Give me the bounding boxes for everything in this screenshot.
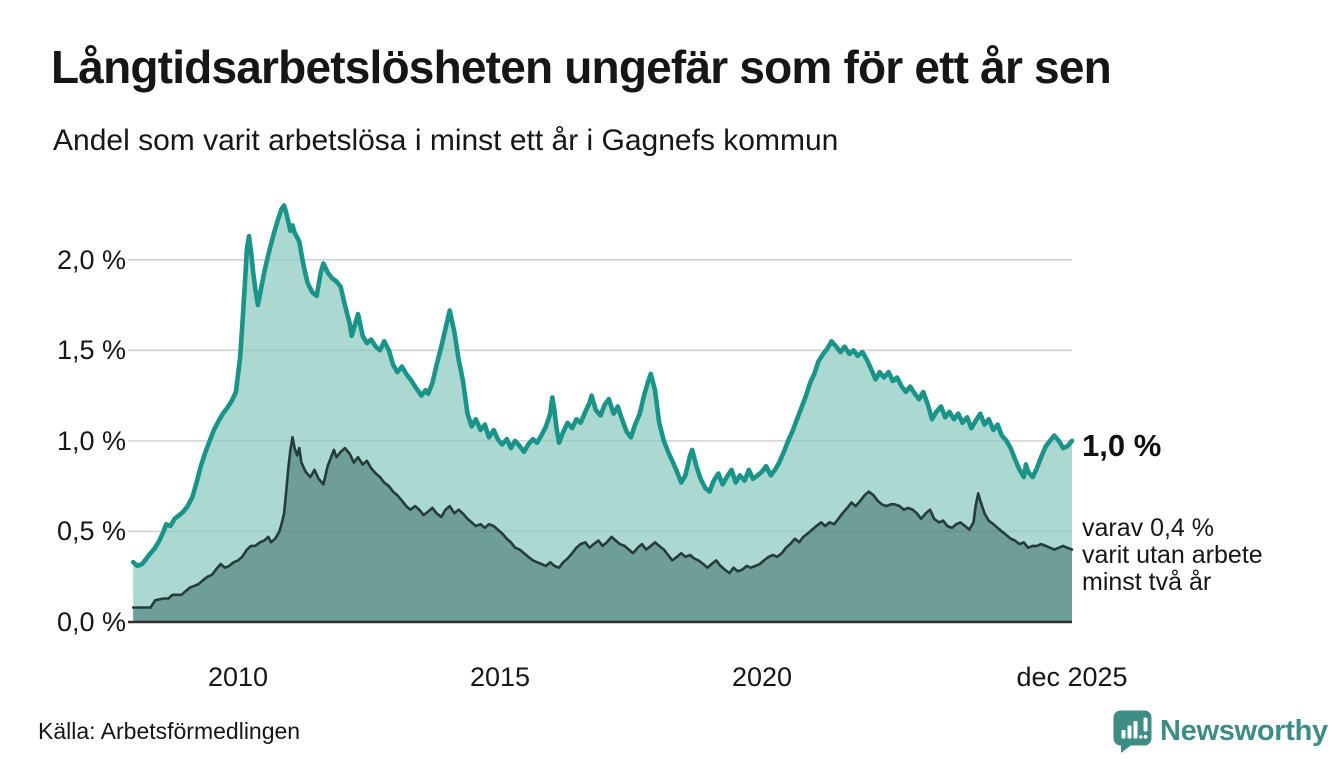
- series-area-min-tva-ar: [133, 437, 1072, 622]
- x-axis-label: 2020: [731, 662, 793, 692]
- newsworthy-wordmark: Newsworthy: [1160, 715, 1328, 747]
- source-note: Källa: Arbetsförmedlingen: [38, 718, 301, 744]
- y-axis-label: 1,0 %: [56, 425, 126, 456]
- newsworthy-logo: Newsworthy: [1112, 709, 1328, 754]
- series-line-min-ett-ar: [130, 203, 1075, 569]
- x-axis-label: 2010: [207, 662, 269, 692]
- x-axis-label: dec 2025: [1016, 662, 1128, 692]
- secondary-annotation: varav 0,4 % varit utan arbete minst två …: [1082, 515, 1263, 596]
- secondary-annotation-line: minst två år: [1082, 568, 1212, 596]
- secondary-annotation-line: varit utan arbete: [1082, 541, 1263, 569]
- y-axis-label: 0,0 %: [56, 607, 126, 637]
- latest-value-label: 1,0 %: [1082, 428, 1162, 463]
- secondary-annotation-line: varav 0,4 %: [1082, 514, 1215, 542]
- y-axis-label: 1,5 %: [56, 335, 126, 366]
- y-axis-label: 0,5 %: [56, 516, 126, 547]
- chart-title: Långtidsarbetslösheten ungefär som för e…: [51, 41, 1112, 93]
- chart-subtitle: Andel som varit arbetslösa i minst ett å…: [53, 124, 839, 157]
- series-line-min-tva-ar: [131, 436, 1074, 609]
- newsworthy-icon: [1113, 710, 1152, 753]
- y-axis-label: 2,0 %: [56, 244, 126, 275]
- x-axis-label: 2015: [469, 662, 531, 692]
